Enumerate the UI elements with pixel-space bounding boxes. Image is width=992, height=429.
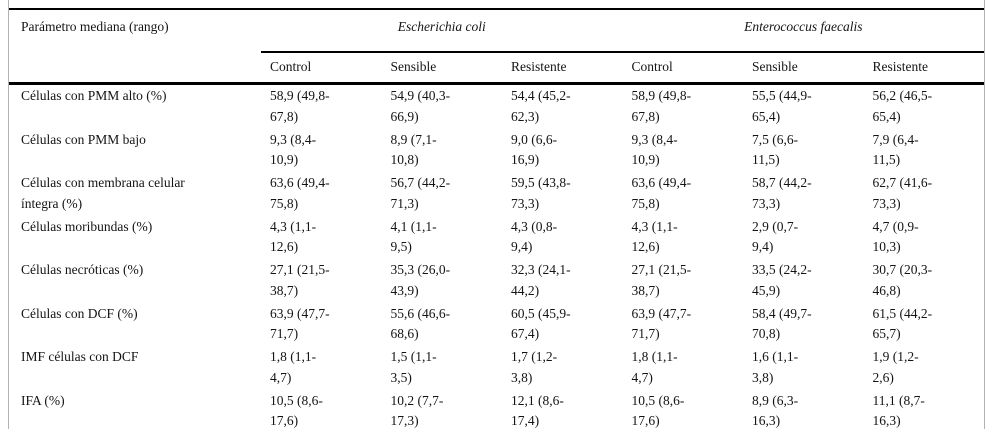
value-cell: 62,7 (41,6- 73,3): [872, 175, 933, 211]
value-cell: 63,6 (49,4- 75,8): [270, 175, 330, 211]
value-cell: 56,2 (46,5- 65,4): [872, 88, 933, 124]
value-cell: 12,1 (8,6- 17,4): [511, 392, 564, 429]
condition-header-row: Control Sensible Resistente Control Sens…: [9, 52, 985, 85]
value-cell: 32,3 (24,1- 44,2): [511, 262, 571, 298]
row-label: Células con PMM bajo: [21, 131, 146, 147]
value-cell: 27,1 (21,5- 38,7): [631, 262, 692, 298]
value-cell: 10,2 (7,7- 17,3): [390, 392, 444, 429]
row-label: Células con DCF (%): [21, 305, 138, 321]
table-row: Células necróticas (%) 27,1 (21,5- 38,7)…: [9, 259, 984, 303]
value-cell: 60,5 (45,9- 67,4): [511, 305, 571, 342]
row-label: IMF células con DCF: [21, 349, 139, 364]
value-cell: 35,3 (26,0- 43,9): [390, 262, 451, 298]
value-cell: 1,5 (1,1- 3,5): [390, 349, 437, 385]
value-cell: 1,9 (1,2- 2,6): [872, 349, 919, 385]
param-header: Parámetro mediana (rango): [9, 9, 261, 85]
value-cell: 7,5 (6,6- 11,5): [752, 131, 799, 168]
value-cell: 56,7 (44,2- 71,3): [390, 175, 451, 211]
table-row: Células con DCF (%) 63,9 (47,7- 71,7) 55…: [9, 303, 984, 347]
results-table: Parámetro mediana (rango) Escherichia co…: [9, 8, 985, 429]
table-row: Células con PMM alto (%) 58,9 (49,8- 67,…: [9, 84, 984, 129]
value-cell: 27,1 (21,5- 38,7): [270, 262, 330, 298]
value-cell: 55,6 (46,6- 68,6): [390, 305, 451, 342]
value-cell: 54,9 (40,3- 66,9): [390, 88, 451, 124]
value-cell: 4,3 (0,8- 9,4): [511, 218, 558, 255]
table-row: IMF células con DCF 1,8 (1,1- 4,7) 1,5 (…: [9, 346, 984, 390]
value-cell: 9,3 (8,4- 10,9): [270, 131, 317, 168]
column-header-efaecalis-sensible: Sensible: [743, 52, 864, 85]
table-row: IFA (%) 10,5 (8,6- 17,6) 10,2 (7,7- 17,3…: [9, 390, 984, 429]
value-cell: 58,7 (44,2- 73,3): [752, 175, 812, 211]
row-label: Células necróticas (%): [21, 262, 144, 277]
value-cell: 54,4 (45,2- 62,3): [511, 88, 571, 124]
table-row: Células moribundas (%) 4,3 (1,1- 12,6) 4…: [9, 216, 984, 260]
value-cell: 63,9 (47,7- 71,7): [270, 305, 330, 342]
value-cell: 63,6 (49,4- 75,8): [631, 175, 692, 211]
value-cell: 1,8 (1,1- 4,7): [270, 349, 317, 385]
value-cell: 58,9 (49,8- 67,8): [631, 88, 692, 124]
column-header-ecoli-sensible: Sensible: [381, 52, 502, 85]
value-cell: 4,3 (1,1- 12,6): [631, 218, 678, 255]
value-cell: 33,5 (24,2- 45,9): [752, 262, 812, 298]
value-cell: 4,3 (1,1- 12,6): [270, 218, 317, 255]
value-cell: 8,9 (7,1- 10,8): [390, 131, 437, 168]
value-cell: 9,3 (8,4- 10,9): [631, 131, 678, 168]
value-cell: 55,5 (44,9- 65,4): [752, 88, 812, 124]
value-cell: 58,4 (49,7- 70,8): [752, 305, 812, 342]
value-cell: 7,9 (6,4- 11,5): [872, 131, 919, 168]
species-header-row: Parámetro mediana (rango) Escherichia co…: [9, 9, 985, 85]
column-header-ecoli-resistente: Resistente: [502, 52, 623, 85]
value-cell: 8,9 (6,3- 16,3): [752, 392, 799, 429]
value-cell: 58,9 (49,8- 67,8): [270, 88, 330, 124]
results-table-frame: Parámetro mediana (rango) Escherichia co…: [8, 0, 985, 429]
value-cell: 4,7 (0,9- 10,3): [872, 218, 919, 255]
value-cell: 61,5 (44,2- 65,7): [872, 305, 933, 342]
value-cell: 1,8 (1,1- 4,7): [631, 349, 678, 385]
value-cell: 2,9 (0,7- 9,4): [752, 218, 799, 255]
row-label: Células moribundas (%): [21, 218, 153, 234]
row-label: Células con PMM alto (%): [21, 88, 167, 103]
value-cell: 59,5 (43,8- 73,3): [511, 175, 571, 211]
column-header-ecoli-control: Control: [261, 52, 382, 85]
species-header-efaecalis: Enterococcus faecalis: [622, 9, 985, 53]
column-header-efaecalis-control: Control: [622, 52, 744, 85]
column-header-efaecalis-resistente: Resistente: [863, 52, 985, 85]
value-cell: 4,1 (1,1- 9,5): [390, 218, 437, 255]
species-header-ecoli: Escherichia coli: [261, 9, 623, 53]
row-label: IFA (%): [21, 392, 65, 408]
value-cell: 11,1 (8,7- 16,3): [872, 392, 925, 429]
value-cell: 9,0 (6,6- 16,9): [511, 131, 558, 168]
value-cell: 1,7 (1,2- 3,8): [511, 349, 558, 385]
row-label: Células con membrana celular íntegra (%): [21, 175, 185, 211]
value-cell: 1,6 (1,1- 3,8): [752, 349, 799, 385]
table-row: Células con PMM bajo 9,3 (8,4- 10,9) 8,9…: [9, 129, 984, 173]
value-cell: 63,9 (47,7- 71,7): [631, 305, 692, 342]
value-cell: 10,5 (8,6- 17,6): [270, 392, 323, 429]
value-cell: 30,7 (20,3- 46,8): [872, 262, 933, 298]
value-cell: 10,5 (8,6- 17,6): [631, 392, 685, 429]
table-row: Células con membrana celular íntegra (%)…: [9, 172, 984, 216]
